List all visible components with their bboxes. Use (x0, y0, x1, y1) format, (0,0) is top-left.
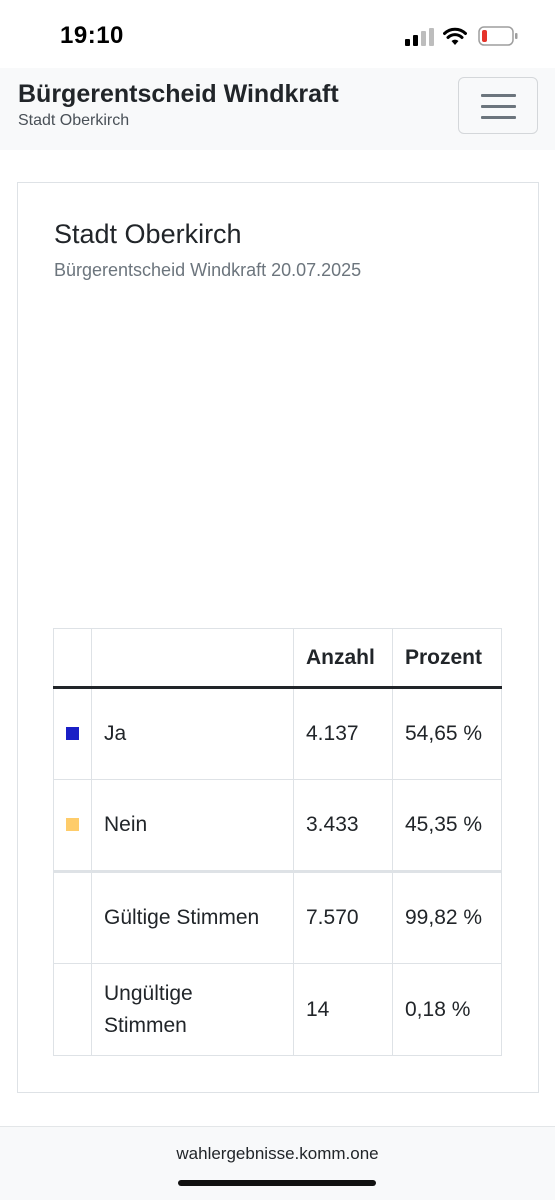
color-cell (53, 870, 92, 964)
header-percent: Prozent (392, 628, 502, 689)
url-label[interactable]: wahlergebnisse.komm.one (176, 1144, 379, 1163)
hamburger-menu-icon-bar (481, 105, 516, 108)
table-row: Nein 3.433 45,35 % (53, 779, 502, 872)
legend-swatch (66, 818, 79, 831)
row-percent: 45,35 % (392, 779, 502, 872)
color-cell (53, 687, 92, 780)
app-subtitle: Stadt Oberkirch (18, 112, 130, 129)
top-navbar: Bürgerentscheid Windkraft Stadt Oberkirc… (0, 68, 555, 150)
card-title: Stadt Oberkirch (54, 219, 242, 249)
status-time: 19:10 (60, 22, 124, 49)
row-label: Gültige Stimmen (91, 870, 294, 964)
battery-icon (478, 26, 518, 46)
table-row: Ungültige Stimmen 14 0,18 % (53, 963, 502, 1056)
row-percent: 54,65 % (392, 687, 502, 780)
results-table: Anzahl Prozent Ja 4.137 54,65 % Nein 3.4… (53, 628, 502, 1056)
row-count: 4.137 (293, 687, 393, 780)
hamburger-menu-icon-bar (481, 116, 516, 119)
app-title: Bürgerentscheid Windkraft (18, 80, 339, 108)
row-label: Ungültige Stimmen (91, 963, 294, 1056)
row-count: 14 (293, 963, 393, 1056)
legend-swatch (66, 727, 79, 740)
color-cell (53, 779, 92, 872)
header-label-cell (91, 628, 294, 689)
browser-bottom-bar: wahlergebnisse.komm.one (0, 1126, 555, 1200)
cellular-signal-icon (405, 28, 434, 46)
color-cell (53, 963, 92, 1056)
header-color-cell (53, 628, 92, 689)
row-percent: 99,82 % (392, 870, 502, 964)
row-count: 7.570 (293, 870, 393, 964)
row-count: 3.433 (293, 779, 393, 872)
row-label: Ja (91, 687, 294, 780)
wifi-icon (443, 27, 467, 45)
menu-button[interactable] (458, 77, 538, 134)
battery-level (482, 30, 487, 42)
row-label: Nein (91, 779, 294, 872)
table-row: Gültige Stimmen 7.570 99,82 % (53, 870, 502, 964)
status-bar: 19:10 (0, 0, 555, 68)
home-indicator[interactable] (178, 1180, 376, 1186)
table-row: Ja 4.137 54,65 % (53, 687, 502, 780)
table-header-row: Anzahl Prozent (53, 628, 502, 689)
row-percent: 0,18 % (392, 963, 502, 1056)
header-count: Anzahl (293, 628, 393, 689)
hamburger-menu-icon (481, 94, 516, 97)
card-subtitle: Bürgerentscheid Windkraft 20.07.2025 (54, 260, 362, 280)
